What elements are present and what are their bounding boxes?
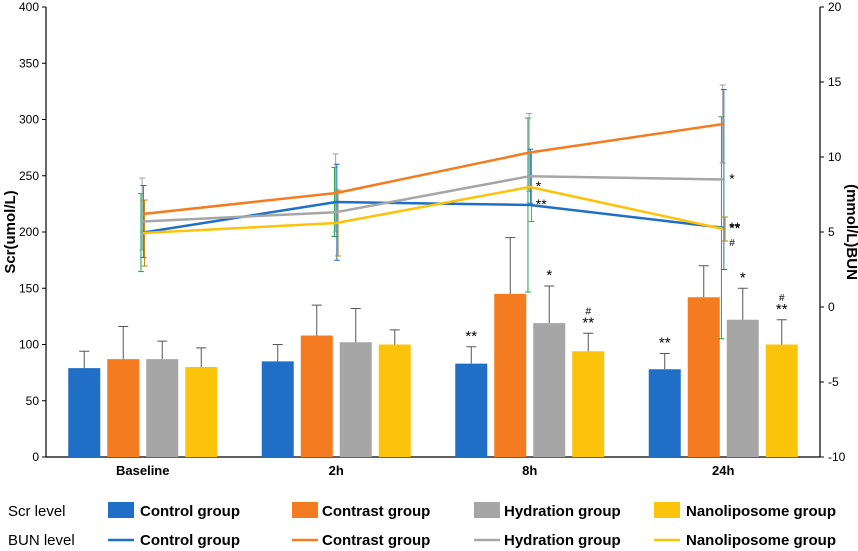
- bar-nanoliposome-group-baseline: [185, 367, 218, 457]
- x-tick-label: 8h: [522, 463, 537, 478]
- bar-significance-mark: **: [582, 314, 594, 331]
- x-axis-ticks: Baseline 2h 8h 24h: [116, 463, 734, 478]
- bar-error-bars: [79, 237, 787, 370]
- legend-bar-text-contrast: Contrast group: [322, 503, 430, 520]
- bar-nanoliposome-group-8h: [572, 351, 605, 457]
- legend-line-text-contrast: Contrast group: [322, 532, 430, 549]
- left-tick-label: 0: [32, 450, 39, 464]
- legend-line-text-hydration: Hydration group: [504, 532, 621, 549]
- left-tick-label: 50: [26, 394, 40, 408]
- bar-nanoliposome-group-24h: [765, 344, 798, 457]
- bar-hydration-group-24h: [726, 319, 759, 457]
- left-tick-label: 200: [19, 225, 39, 239]
- bar-contrast-group-8h: [494, 293, 527, 457]
- bar-contrast-group-2h: [300, 335, 333, 457]
- line-hydration-group: [142, 174, 724, 223]
- legend-bar-text-nanoliposome: Nanoliposome group: [686, 503, 836, 520]
- line-significance-mark: **: [729, 220, 740, 236]
- legend-bar-swatch-contrast: [292, 502, 318, 518]
- bar-hydration-group-8h: [533, 323, 566, 457]
- line-significance-mark: #: [729, 238, 735, 249]
- line-annotations: ********#: [536, 171, 741, 250]
- bar-significance-mark: *: [546, 267, 552, 284]
- right-tick-label: 10: [828, 150, 842, 164]
- bar-control-group-8h: [455, 363, 488, 457]
- legend-bar-text-control: Control group: [140, 503, 240, 520]
- bar-annotations: *****#*****#: [465, 267, 787, 352]
- bar-nanoliposome-group-2h: [378, 344, 411, 457]
- left-tick-label: 150: [19, 281, 39, 295]
- bar-significance-mark: #: [585, 306, 591, 317]
- left-tick-label: 300: [19, 113, 39, 127]
- bar-contrast-group-baseline: [107, 359, 140, 457]
- left-tick-label: 100: [19, 338, 39, 352]
- line-nanoliposome-group: [142, 185, 724, 235]
- bar-series: [68, 293, 798, 457]
- right-tick-label: -10: [828, 450, 846, 464]
- right-tick-label: 20: [828, 0, 842, 14]
- right-tick-label: 5: [828, 225, 835, 239]
- right-tick-label: 15: [828, 75, 842, 89]
- bar-significance-mark: **: [659, 335, 671, 352]
- legend-bar-row-label: Scr level: [8, 503, 66, 520]
- right-tick-label: -5: [828, 375, 839, 389]
- left-axis-ticks: 0 50 100 150 200 250 300 350 400: [19, 0, 46, 464]
- bar-hydration-group-2h: [339, 342, 372, 457]
- left-axis-label: Scr(umol/L): [2, 190, 19, 273]
- line-contrast-group: [142, 122, 724, 216]
- left-tick-label: 400: [19, 0, 39, 14]
- x-tick-label: 24h: [712, 463, 734, 478]
- bar-control-group-24h: [648, 369, 681, 457]
- right-axis-ticks: -10 -5 0 5 10 15 20: [820, 0, 846, 464]
- right-axis-label: (mmol/L)BUN: [843, 184, 858, 280]
- x-tick-label: Baseline: [116, 463, 169, 478]
- legend-bar-text-hydration: Hydration group: [504, 503, 621, 520]
- legend-line-row-label: BUN level: [8, 532, 75, 549]
- line-significance-mark: **: [729, 219, 740, 235]
- legend-line-text-nanoliposome: Nanoliposome group: [686, 532, 836, 549]
- bar-contrast-group-24h: [687, 297, 720, 457]
- left-tick-label: 250: [19, 169, 39, 183]
- bar-control-group-2h: [261, 361, 294, 457]
- line-significance-mark: **: [536, 196, 547, 212]
- right-tick-label: 0: [828, 300, 835, 314]
- bar-significance-mark: *: [740, 269, 746, 286]
- line-series: [142, 122, 724, 235]
- legend-bar-swatch-hydration: [474, 502, 500, 518]
- bar-significance-mark: **: [465, 328, 477, 345]
- legend-bar-swatch-nanoliposome: [654, 502, 680, 518]
- line-significance-mark: *: [729, 171, 735, 187]
- bar-significance-mark: #: [779, 293, 785, 304]
- left-tick-label: 350: [19, 56, 39, 70]
- bar-control-group-baseline: [68, 368, 101, 457]
- line-significance-mark: *: [536, 178, 542, 194]
- x-tick-label: 2h: [329, 463, 344, 478]
- bar-significance-mark: **: [776, 301, 788, 318]
- legend: Scr level BUN level Control group Contra…: [8, 502, 836, 549]
- legend-line-text-control: Control group: [140, 532, 240, 549]
- bar-hydration-group-baseline: [146, 359, 179, 457]
- legend-bar-swatch-control: [108, 502, 134, 518]
